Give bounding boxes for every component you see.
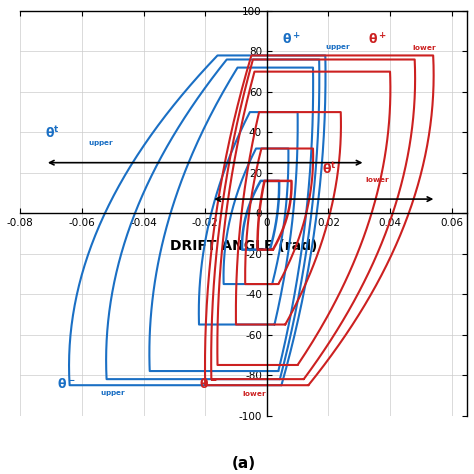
Text: (a): (a)	[232, 456, 256, 471]
Text: $\mathbf{\theta^+}$: $\mathbf{\theta^+}$	[368, 32, 387, 47]
Text: $\mathbf{_{lower}}$: $\mathbf{_{lower}}$	[411, 44, 437, 54]
Text: $\mathbf{_{upper}}$: $\mathbf{_{upper}}$	[325, 44, 352, 54]
Text: $\mathbf{_{upper}}$: $\mathbf{_{upper}}$	[100, 389, 127, 400]
Text: $\mathbf{\theta^+}$: $\mathbf{\theta^+}$	[282, 32, 301, 47]
Text: $\mathbf{\theta^t}$: $\mathbf{\theta^t}$	[45, 125, 60, 140]
Text: $\mathbf{\theta^t}$: $\mathbf{\theta^t}$	[322, 161, 337, 177]
Text: $\mathbf{_{lower}}$: $\mathbf{_{lower}}$	[365, 175, 390, 185]
Text: $\mathbf{_{lower}}$: $\mathbf{_{lower}}$	[242, 389, 267, 400]
X-axis label: DRIFT ANGLE (rad): DRIFT ANGLE (rad)	[170, 239, 318, 253]
Text: $\mathbf{\theta^-}$: $\mathbf{\theta^-}$	[199, 377, 218, 391]
Text: $\mathbf{_{upper}}$: $\mathbf{_{upper}}$	[88, 138, 114, 148]
Text: $\mathbf{\theta^-}$: $\mathbf{\theta^-}$	[57, 377, 76, 391]
